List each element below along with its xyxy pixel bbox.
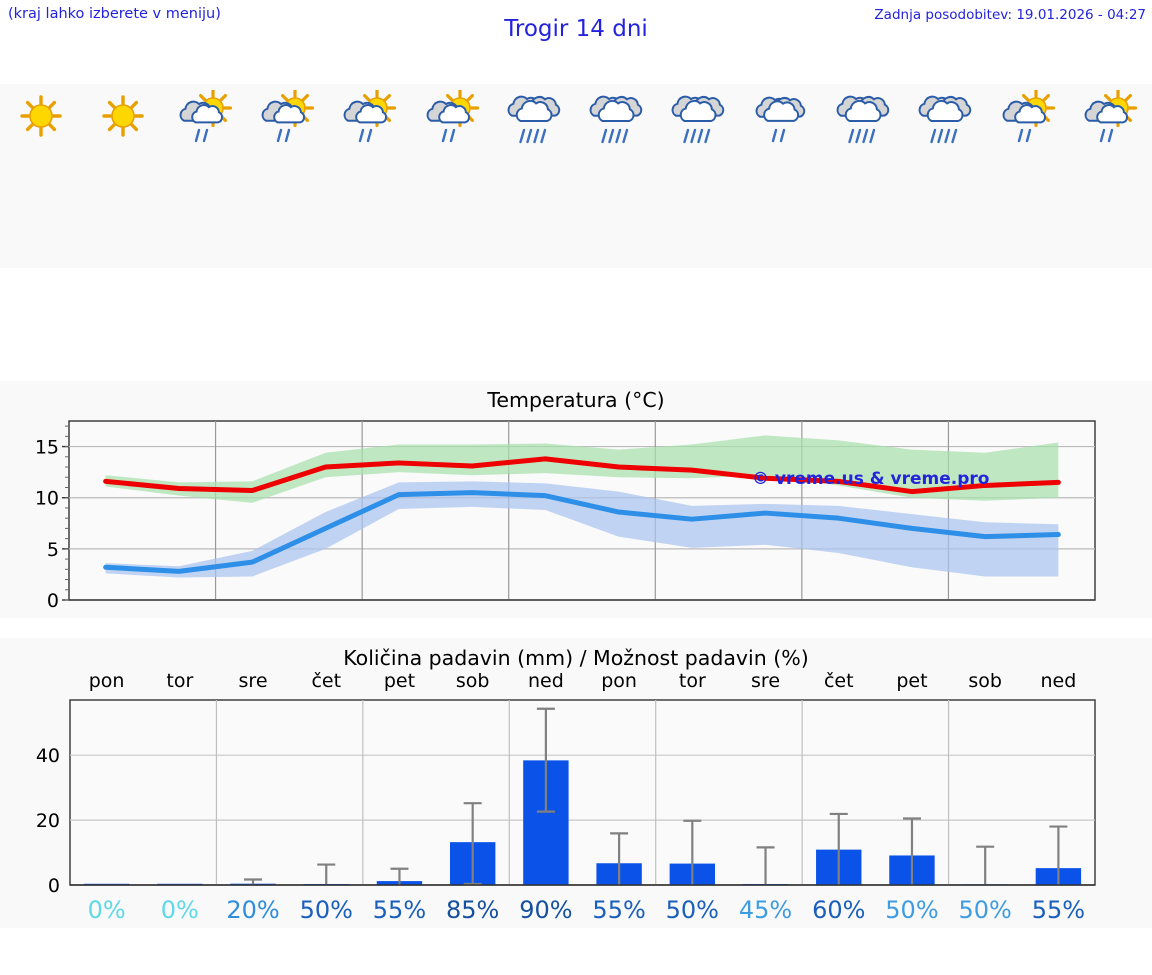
svg-text:85%: 85% bbox=[446, 896, 499, 924]
svg-text:10: 10 bbox=[35, 488, 59, 510]
svg-text:55%: 55% bbox=[373, 896, 426, 924]
cloud-rain-heavy-icon bbox=[496, 90, 574, 146]
svg-text:55%: 55% bbox=[1032, 896, 1085, 924]
svg-text:0: 0 bbox=[47, 590, 59, 612]
sun-icon bbox=[84, 90, 162, 146]
temperature-chart-plot: 0 5 10 15 bbox=[35, 420, 1096, 612]
day-column bbox=[82, 84, 164, 268]
day-column bbox=[247, 84, 329, 268]
svg-text:sre: sre bbox=[751, 670, 780, 692]
day-column bbox=[905, 84, 987, 268]
svg-text:pon: pon bbox=[601, 670, 637, 692]
svg-text:45%: 45% bbox=[739, 896, 792, 924]
svg-text:tor: tor bbox=[166, 670, 193, 692]
svg-text:90%: 90% bbox=[519, 896, 572, 924]
svg-text:sob: sob bbox=[456, 670, 490, 692]
day-column bbox=[411, 84, 493, 268]
daily-forecast-strip bbox=[0, 84, 1152, 268]
svg-text:50%: 50% bbox=[959, 896, 1012, 924]
day-column bbox=[741, 84, 823, 268]
temperature-chart-panel: Temperatura (°C) 0 5 10 15 © vreme.us & vre… bbox=[0, 381, 1152, 618]
sun-cloud-rain-icon bbox=[331, 90, 409, 146]
svg-text:55%: 55% bbox=[592, 896, 645, 924]
precipitation-chart-panel: Količina padavin (mm) / Možnost padavin … bbox=[0, 638, 1152, 928]
svg-text:ned: ned bbox=[1040, 670, 1076, 692]
sun-cloud-rain-icon bbox=[1072, 90, 1150, 146]
day-column bbox=[0, 84, 82, 268]
day-column bbox=[987, 84, 1069, 268]
sun-cloud-rain-icon bbox=[414, 90, 492, 146]
svg-text:pet: pet bbox=[384, 670, 415, 692]
svg-text:ned: ned bbox=[528, 670, 564, 692]
svg-text:sob: sob bbox=[968, 670, 1002, 692]
svg-text:0%: 0% bbox=[161, 896, 199, 924]
day-column bbox=[576, 84, 658, 268]
svg-text:čet: čet bbox=[311, 670, 341, 692]
svg-text:tor: tor bbox=[679, 670, 706, 692]
svg-text:5: 5 bbox=[47, 539, 59, 561]
svg-text:0: 0 bbox=[48, 875, 60, 897]
svg-text:čet: čet bbox=[824, 670, 854, 692]
svg-text:60%: 60% bbox=[812, 896, 865, 924]
day-column bbox=[823, 84, 905, 268]
page-header: (kraj lahko izberete v meniju) Trogir 14… bbox=[0, 0, 1152, 46]
svg-text:pet: pet bbox=[896, 670, 927, 692]
day-column bbox=[1070, 84, 1152, 268]
precipitation-chart-title: Količina padavin (mm) / Možnost padavin … bbox=[343, 646, 809, 670]
day-column bbox=[165, 84, 247, 268]
svg-text:sre: sre bbox=[239, 670, 268, 692]
sun-cloud-rain-icon bbox=[990, 90, 1068, 146]
svg-text:20%: 20% bbox=[226, 896, 279, 924]
sun-cloud-rain-icon bbox=[249, 90, 327, 146]
svg-text:0%: 0% bbox=[88, 896, 126, 924]
sun-cloud-rain-icon bbox=[167, 90, 245, 146]
day-column bbox=[329, 84, 411, 268]
day-column bbox=[658, 84, 740, 268]
temperature-chart-title: Temperatura (°C) bbox=[487, 388, 665, 412]
cloud-rain-heavy-icon bbox=[578, 90, 656, 146]
cloud-rain-icon bbox=[743, 90, 821, 146]
sun-icon bbox=[2, 90, 80, 146]
svg-text:40: 40 bbox=[36, 745, 60, 767]
day-column bbox=[494, 84, 576, 268]
page-title: Trogir 14 dni bbox=[504, 16, 648, 42]
last-updated-label: Zadnja posodobitev: 19.01.2026 - 04:27 bbox=[874, 7, 1146, 23]
svg-text:20: 20 bbox=[36, 810, 60, 832]
location-menu-note[interactable]: (kraj lahko izberete v meniju) bbox=[8, 6, 221, 22]
cloud-rain-heavy-icon bbox=[907, 90, 985, 146]
svg-text:pon: pon bbox=[89, 670, 125, 692]
copyright-watermark: © vreme.us & vreme.pro bbox=[752, 469, 990, 489]
svg-text:50%: 50% bbox=[666, 896, 719, 924]
svg-text:50%: 50% bbox=[885, 896, 938, 924]
cloud-rain-heavy-icon bbox=[660, 90, 738, 146]
precipitation-chart-plot: 0 20 40 pon tor sre čet pet sob ned pon tor sre čet pe… bbox=[36, 670, 1096, 924]
svg-text:15: 15 bbox=[35, 437, 59, 459]
cloud-rain-heavy-icon bbox=[825, 90, 903, 146]
svg-text:50%: 50% bbox=[300, 896, 353, 924]
